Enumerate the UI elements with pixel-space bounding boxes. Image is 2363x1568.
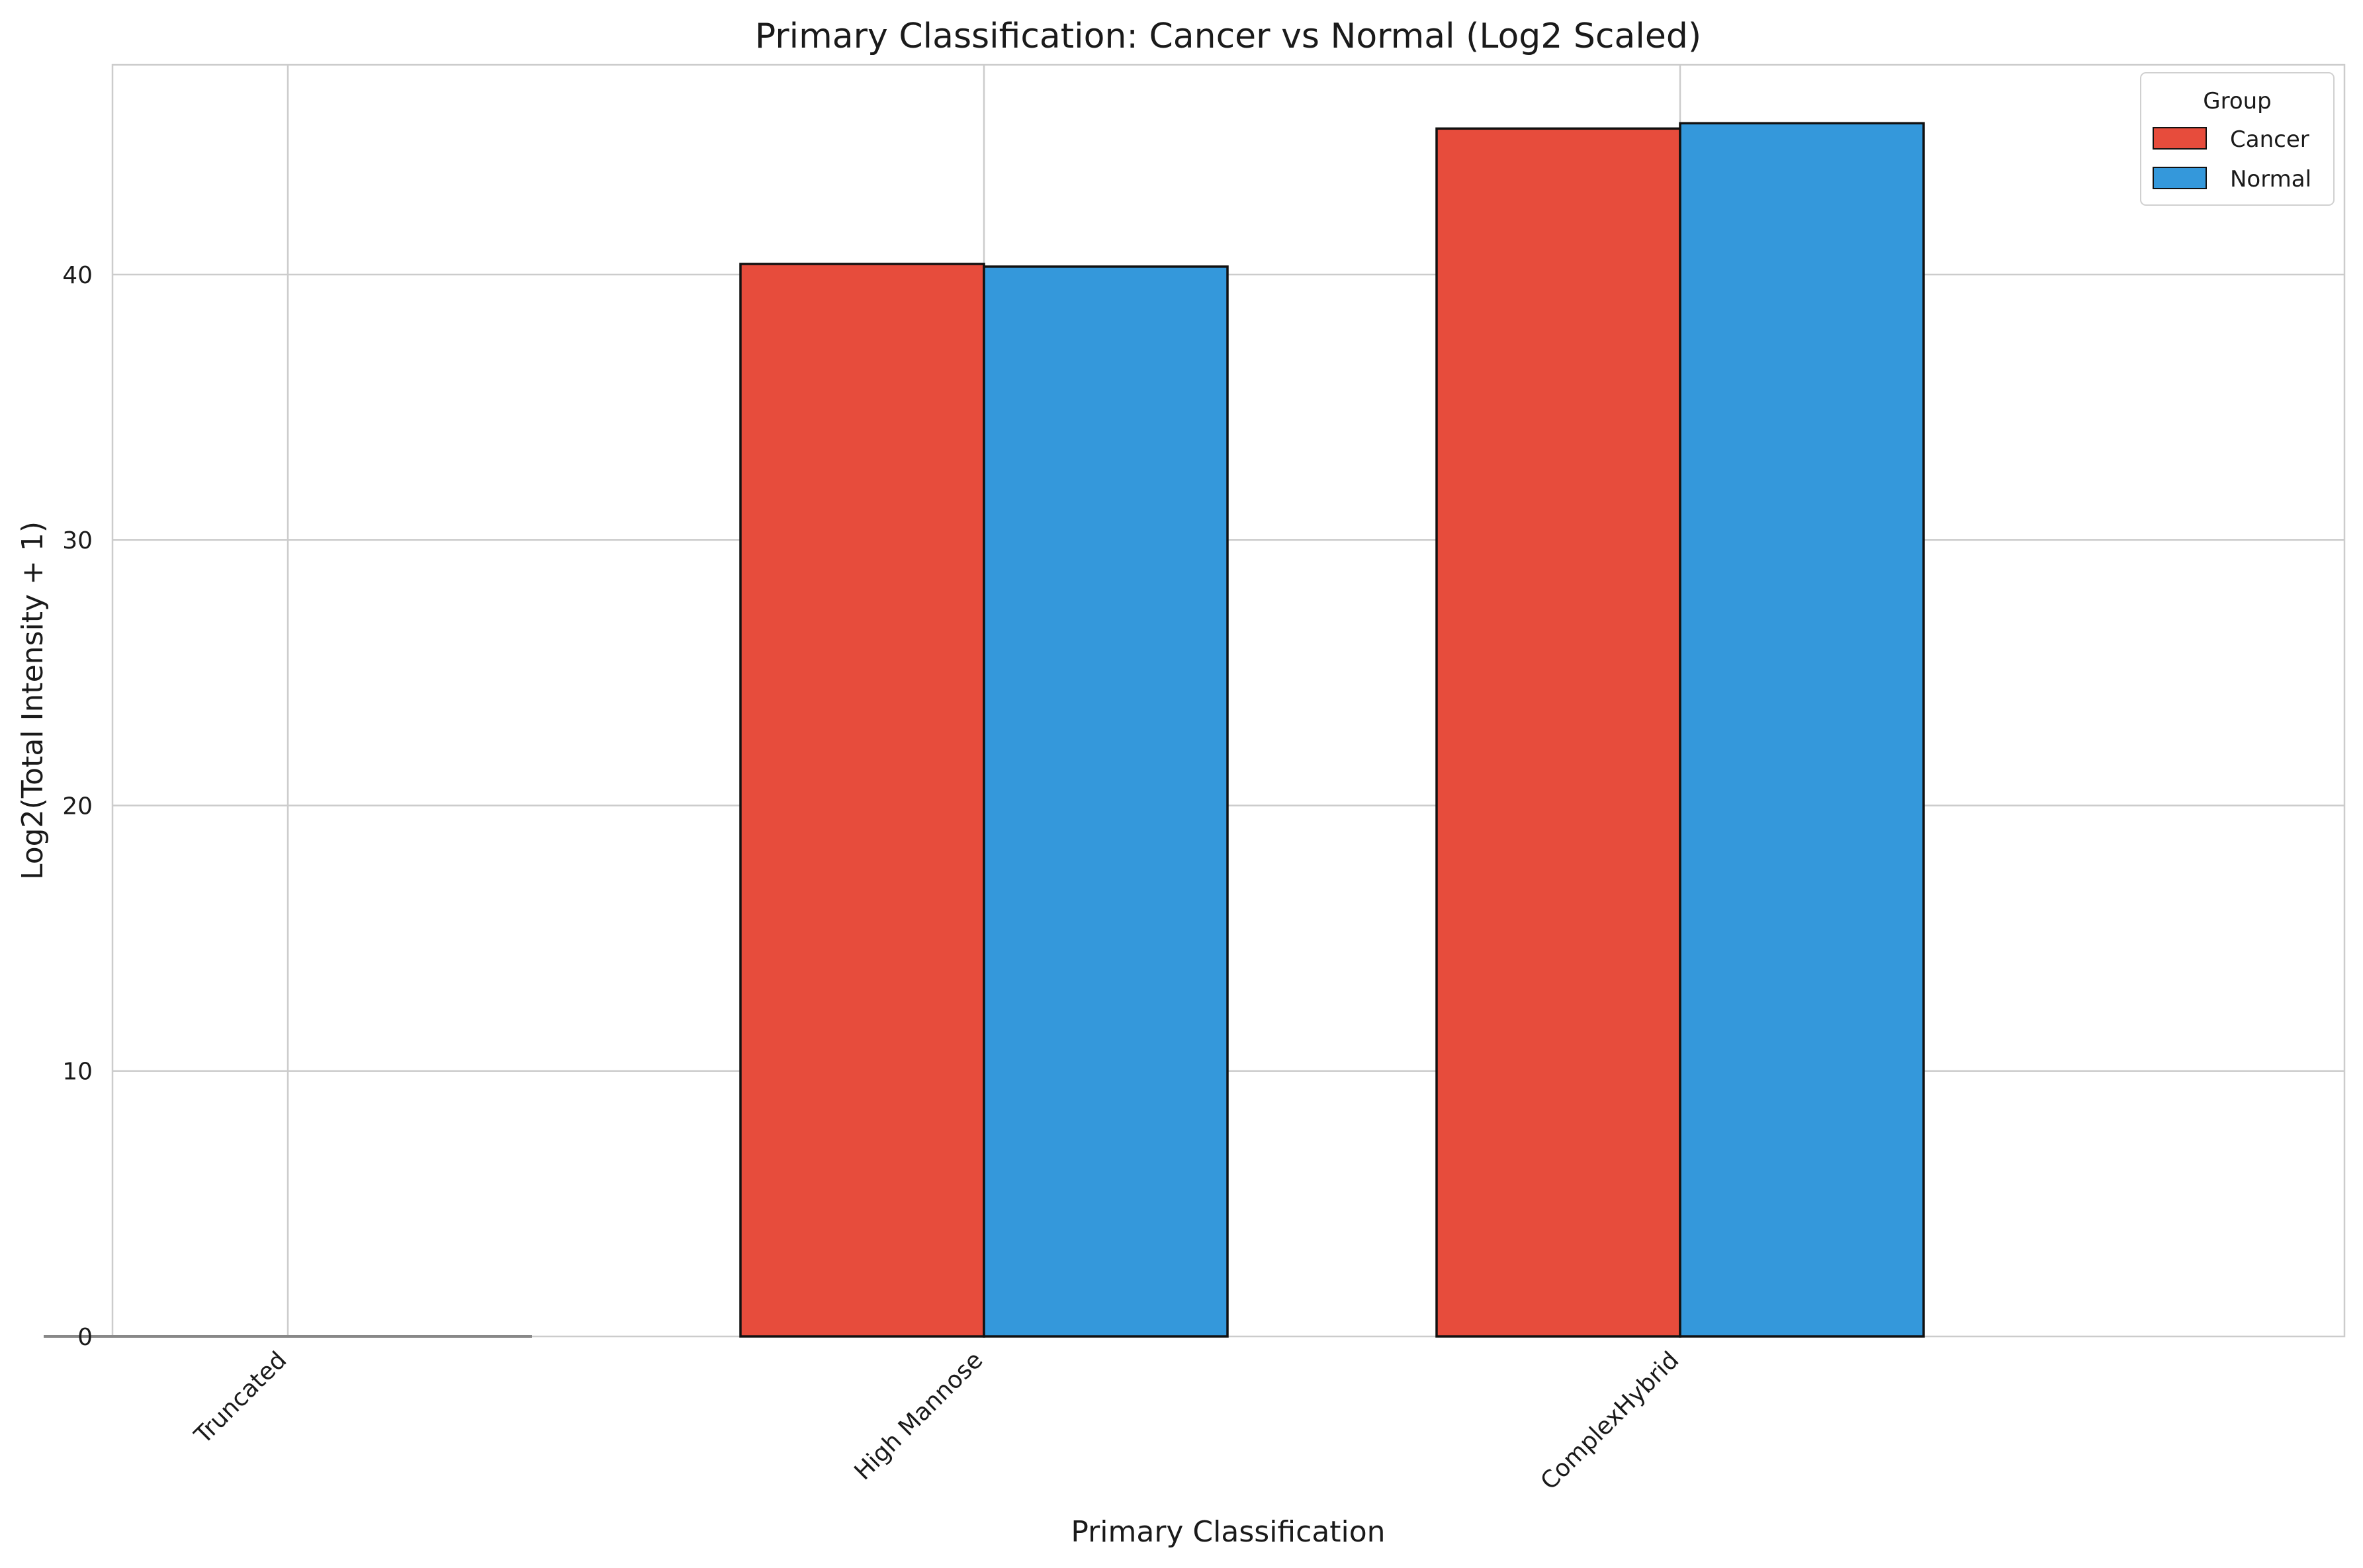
bar-cancer-complexhybrid bbox=[1435, 127, 1681, 1338]
x-tick-label: ComplexHybrid bbox=[1536, 1346, 1685, 1495]
bars bbox=[44, 122, 1925, 1338]
legend-label-normal: Normal bbox=[2230, 166, 2311, 193]
y-tick-label: 30 bbox=[62, 527, 93, 554]
y-tick-label: 20 bbox=[62, 793, 93, 820]
bar-normal-high-mannose bbox=[983, 265, 1229, 1338]
y-axis-label: Log2(Total Intensity + 1) bbox=[16, 521, 50, 880]
bar-normal-truncated bbox=[287, 1335, 532, 1338]
y-tick-label: 40 bbox=[62, 262, 93, 289]
legend-swatch-cancer bbox=[2153, 127, 2207, 150]
y-tick-label: 0 bbox=[77, 1324, 93, 1351]
legend-title: Group bbox=[2203, 88, 2272, 114]
x-tick-label: High Mannose bbox=[849, 1346, 988, 1485]
legend: Group Cancer Normal bbox=[2140, 72, 2335, 206]
legend-label-cancer: Cancer bbox=[2230, 126, 2309, 153]
x-axis-label: Primary Classification bbox=[1071, 1515, 1385, 1549]
y-tick-label: 10 bbox=[62, 1059, 93, 1086]
chart-title: Primary Classification: Cancer vs Normal… bbox=[755, 17, 1701, 56]
bar-cancer-high-mannose bbox=[739, 263, 985, 1338]
legend-swatch-normal bbox=[2153, 167, 2207, 189]
bar-normal-complexhybrid bbox=[1679, 122, 1925, 1338]
x-tick-label: Truncated bbox=[189, 1346, 292, 1450]
